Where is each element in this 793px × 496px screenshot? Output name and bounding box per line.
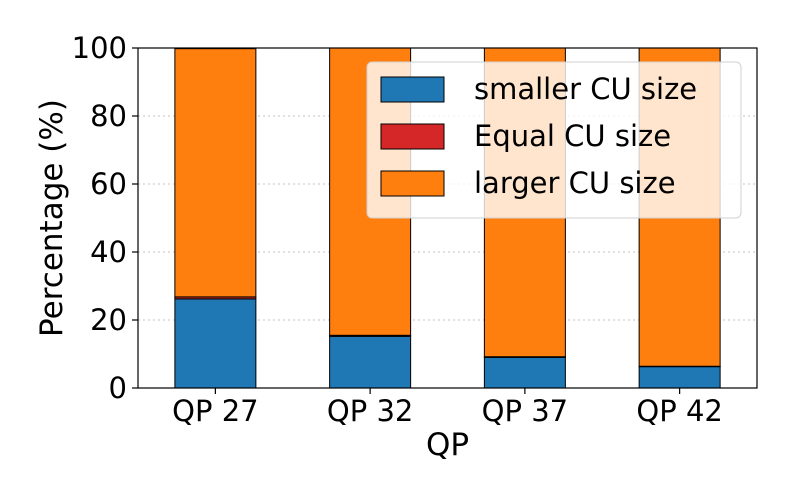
y-tick-label: 60 bbox=[90, 167, 127, 201]
bar-larger-cu-size bbox=[174, 48, 257, 298]
legend-swatch-smaller-cu-size bbox=[380, 76, 445, 103]
bar-smaller-cu-size bbox=[174, 298, 257, 389]
legend: smaller CU size Equal CU size larger CU si… bbox=[366, 61, 742, 219]
y-tick-label: 100 bbox=[72, 31, 127, 65]
y-tick-label: 40 bbox=[90, 235, 127, 269]
bar-smaller-cu-size bbox=[483, 356, 566, 389]
legend-label-smaller-cu-size: smaller CU size bbox=[474, 72, 697, 106]
x-tick-label: QP 42 bbox=[636, 394, 722, 428]
bar-smaller-cu-size bbox=[638, 366, 721, 389]
x-axis-ticks: QP 27 QP 32 QP 37 QP 42 bbox=[172, 388, 723, 428]
plot-frame bbox=[137, 47, 758, 389]
x-axis-title: QP bbox=[426, 427, 469, 463]
y-axis-title: Percentage (%) bbox=[34, 99, 70, 337]
y-tick-label: 20 bbox=[90, 303, 127, 337]
legend-swatch-equal-cu-size bbox=[380, 123, 445, 150]
legend-swatch-larger-cu-size bbox=[380, 170, 445, 197]
x-tick-label: QP 27 bbox=[172, 394, 258, 428]
y-axis-ticks: 0 20 40 60 80 100 bbox=[72, 31, 138, 405]
y-tick-label: 80 bbox=[90, 99, 127, 133]
bar-smaller-cu-size bbox=[329, 335, 412, 389]
legend-label-equal-cu-size: Equal CU size bbox=[474, 119, 671, 153]
legend-label-larger-cu-size: larger CU size bbox=[474, 166, 676, 200]
y-tick-label: 0 bbox=[109, 371, 127, 405]
x-tick-label: QP 32 bbox=[327, 394, 413, 428]
legend-box bbox=[366, 61, 742, 219]
x-tick-label: QP 37 bbox=[482, 394, 568, 428]
